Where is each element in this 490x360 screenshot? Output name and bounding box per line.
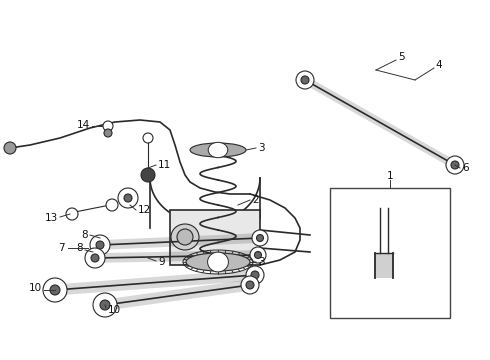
Circle shape — [141, 168, 155, 182]
Ellipse shape — [186, 253, 250, 271]
Circle shape — [296, 71, 314, 89]
Circle shape — [50, 285, 60, 295]
Circle shape — [100, 300, 110, 310]
Circle shape — [446, 156, 464, 174]
Text: 11: 11 — [158, 160, 171, 170]
Bar — [375, 253, 393, 278]
Circle shape — [246, 266, 264, 284]
Text: 3: 3 — [258, 257, 265, 267]
Circle shape — [241, 276, 259, 294]
Text: 4: 4 — [435, 60, 441, 70]
Circle shape — [124, 194, 132, 202]
Circle shape — [91, 254, 99, 262]
Circle shape — [301, 76, 309, 84]
Circle shape — [381, 205, 387, 211]
Circle shape — [177, 229, 193, 245]
Circle shape — [252, 230, 268, 246]
Circle shape — [43, 278, 67, 302]
Circle shape — [250, 247, 266, 263]
Text: 5: 5 — [398, 52, 405, 62]
Circle shape — [380, 274, 388, 282]
Circle shape — [104, 129, 112, 137]
Text: 14: 14 — [77, 120, 90, 130]
Text: 6: 6 — [462, 163, 468, 173]
Text: 1: 1 — [387, 171, 393, 181]
Circle shape — [106, 199, 118, 211]
Circle shape — [96, 241, 104, 249]
Bar — [170, 210, 260, 265]
Text: 3: 3 — [258, 143, 265, 153]
Circle shape — [66, 208, 78, 220]
Circle shape — [375, 269, 393, 287]
Text: 9: 9 — [158, 257, 165, 267]
Text: 2: 2 — [252, 195, 259, 205]
Text: 10: 10 — [29, 283, 42, 293]
Circle shape — [451, 161, 459, 169]
Text: 7: 7 — [58, 243, 65, 253]
Text: 8: 8 — [76, 243, 83, 253]
Ellipse shape — [208, 142, 228, 158]
Circle shape — [251, 271, 259, 279]
Circle shape — [254, 252, 262, 258]
Circle shape — [143, 133, 153, 143]
Circle shape — [103, 121, 113, 131]
Ellipse shape — [171, 224, 199, 250]
Text: 8: 8 — [81, 230, 88, 240]
Circle shape — [118, 188, 138, 208]
Ellipse shape — [208, 252, 228, 272]
Circle shape — [4, 142, 16, 154]
Circle shape — [246, 281, 254, 289]
Bar — [330, 188, 450, 318]
Circle shape — [377, 201, 391, 215]
Circle shape — [380, 294, 388, 302]
Circle shape — [85, 248, 105, 268]
Text: 13: 13 — [45, 213, 58, 223]
Ellipse shape — [190, 143, 246, 157]
Circle shape — [256, 234, 264, 242]
Circle shape — [375, 289, 393, 307]
Text: 10: 10 — [108, 305, 121, 315]
Text: 12: 12 — [138, 205, 151, 215]
Circle shape — [93, 293, 117, 317]
Circle shape — [90, 235, 110, 255]
